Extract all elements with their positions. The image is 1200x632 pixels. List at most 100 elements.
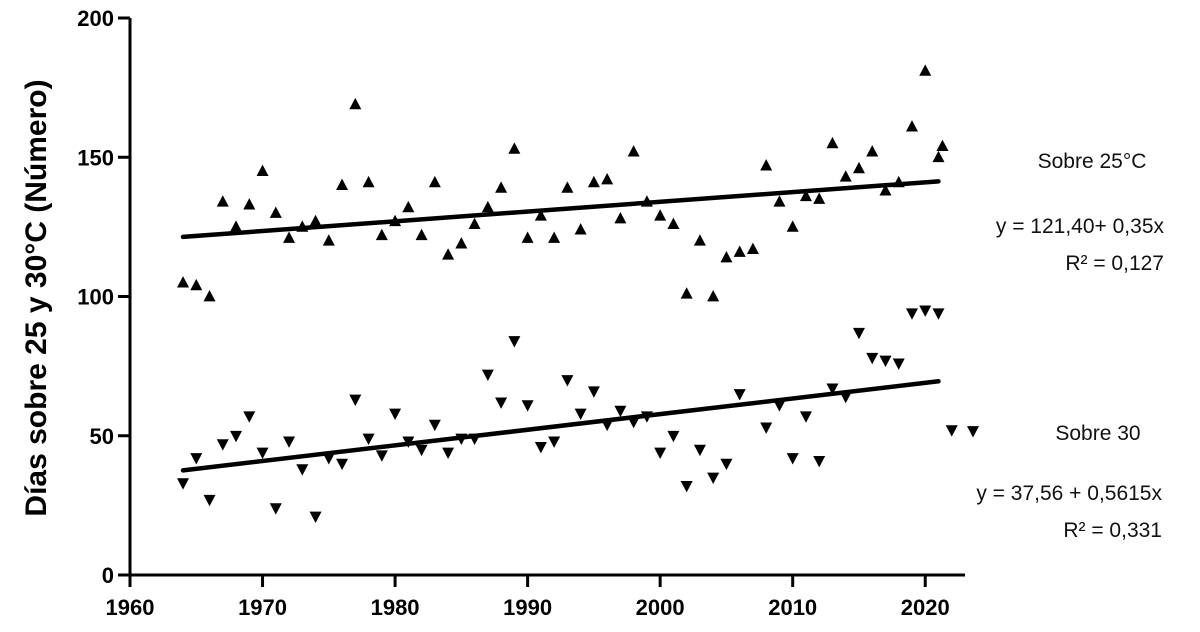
point-sobre-25 [905, 120, 918, 132]
r-squared-sobre-30: R² = 0,331 [1063, 519, 1162, 542]
point-sobre-25 [799, 189, 812, 202]
point-sobre-30 [707, 472, 720, 485]
point-sobre-25 [826, 136, 839, 149]
point-sobre-25 [190, 278, 203, 291]
point-sobre-30 [283, 436, 296, 448]
point-sobre-30 [389, 408, 402, 420]
point-sobre-30 [230, 430, 243, 443]
series-label-sobre-25: Sobre 25°C [1038, 150, 1147, 173]
point-sobre-30 [269, 503, 282, 515]
y-tick-label: 200 [77, 6, 114, 31]
point-sobre-25 [495, 181, 508, 193]
x-tick-label: 2000 [636, 595, 685, 620]
point-sobre-30 [720, 458, 733, 471]
point-sobre-25 [733, 245, 746, 257]
point-sobre-30 [826, 383, 839, 395]
y-tick-label: 0 [102, 563, 114, 588]
point-sobre-30 [601, 419, 614, 432]
point-sobre-25 [375, 228, 388, 241]
point-sobre-30 [905, 308, 918, 320]
point-sobre-25 [601, 173, 614, 185]
point-sobre-30 [640, 411, 653, 423]
point-sobre-30 [349, 394, 362, 407]
point-sobre-30 [296, 464, 309, 476]
trend-line-sobre-30 [180, 379, 941, 473]
legend-marker-sobre-30 [967, 426, 979, 438]
point-sobre-30 [866, 352, 879, 365]
regression-equation-sobre-25: y = 121,40+ 0,35x [996, 215, 1165, 238]
point-sobre-25 [839, 170, 852, 182]
point-sobre-25 [680, 287, 693, 299]
point-sobre-25 [892, 175, 905, 188]
point-sobre-25 [309, 214, 322, 227]
point-sobre-25 [561, 181, 574, 193]
point-sobre-25 [534, 209, 547, 221]
point-sobre-25 [481, 200, 494, 213]
point-sobre-25 [760, 159, 773, 171]
point-sobre-25 [283, 231, 296, 243]
point-sobre-25 [508, 142, 521, 154]
point-sobre-30 [508, 336, 521, 348]
point-sobre-25 [521, 231, 534, 243]
point-sobre-25 [322, 234, 335, 246]
point-sobre-25 [216, 195, 229, 207]
point-sobre-25 [786, 220, 799, 232]
point-sobre-25 [693, 234, 706, 246]
point-sobre-30 [495, 397, 508, 409]
point-sobre-30 [587, 386, 600, 398]
point-sobre-25 [852, 161, 865, 174]
point-sobre-30 [574, 408, 587, 420]
point-sobre-25 [230, 220, 243, 232]
point-sobre-30 [534, 442, 547, 454]
axes: 0 50 100 150 200 1960 1970 1980 1990 2000 2010 2020 [77, 6, 965, 620]
x-tick-label: 1990 [503, 595, 552, 620]
point-sobre-25 [428, 175, 441, 188]
point-sobre-30 [892, 358, 905, 370]
point-sobre-30 [336, 458, 349, 471]
point-sobre-25 [468, 217, 481, 229]
point-sobre-30 [945, 425, 958, 437]
point-sobre-25 [919, 64, 932, 76]
point-sobre-25 [402, 200, 415, 213]
point-sobre-30 [654, 447, 667, 459]
point-sobre-30 [203, 494, 216, 507]
point-sobre-25 [203, 290, 216, 302]
point-sobre-30 [773, 400, 786, 412]
point-sobre-25 [614, 212, 627, 224]
point-sobre-30 [799, 411, 812, 423]
point-sobre-30 [521, 400, 534, 412]
point-sobre-30 [614, 405, 627, 418]
point-sobre-25 [936, 139, 949, 151]
point-sobre-30 [852, 327, 865, 340]
point-sobre-30 [813, 455, 826, 468]
point-sobre-30 [402, 436, 415, 448]
point-sobre-30 [216, 439, 229, 451]
point-sobre-25 [362, 175, 375, 188]
point-sobre-25 [813, 192, 826, 204]
point-sobre-25 [177, 276, 190, 288]
point-sobre-30 [667, 430, 680, 443]
point-sobre-30 [627, 416, 640, 429]
legend-sobre-25: Sobre 25°C y = 121,40+ 0,35x R² = 0,127 [996, 150, 1165, 275]
point-sobre-30 [919, 305, 932, 317]
point-sobre-25 [442, 248, 455, 260]
point-sobre-25 [243, 198, 256, 210]
legend-sobre-30: Sobre 30 y = 37,56 + 0,5615x R² = 0,331 [967, 422, 1162, 542]
data-points [177, 64, 958, 524]
point-sobre-30 [760, 422, 773, 434]
point-sobre-25 [256, 164, 269, 177]
point-sobre-30 [415, 444, 428, 457]
point-sobre-25 [879, 184, 892, 196]
point-sobre-25 [269, 206, 282, 218]
point-sobre-25 [587, 175, 600, 188]
point-sobre-25 [336, 178, 349, 190]
point-sobre-30 [256, 447, 269, 459]
point-sobre-25 [746, 242, 759, 255]
point-sobre-25 [932, 150, 945, 163]
y-tick-label: 50 [90, 424, 114, 449]
point-sobre-30 [309, 511, 322, 524]
point-sobre-25 [720, 251, 733, 263]
point-sobre-30 [362, 433, 375, 446]
x-tick-label: 1960 [106, 595, 155, 620]
